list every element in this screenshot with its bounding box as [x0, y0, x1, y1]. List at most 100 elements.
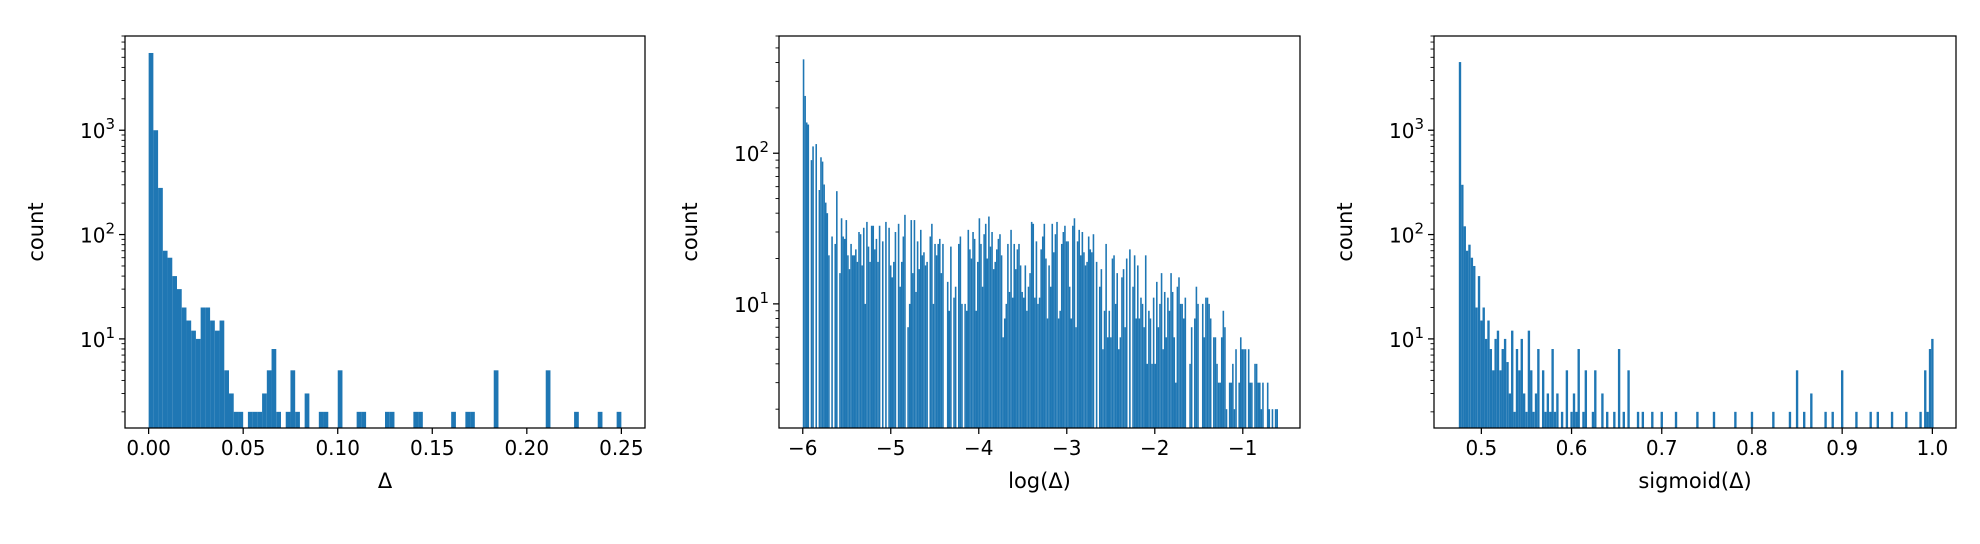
histogram-bar: [262, 393, 267, 428]
histogram-bar: [1222, 310, 1225, 428]
histogram-bar: [1089, 249, 1092, 428]
histogram-bar: [1118, 349, 1120, 428]
histogram-bar: [1119, 337, 1122, 428]
histogram-bar: [1129, 249, 1131, 428]
histogram-bar: [828, 255, 830, 428]
histogram-bar: [904, 214, 906, 428]
histogram-bar: [210, 320, 215, 428]
histogram-bar: [1122, 269, 1125, 428]
histogram-bar: [992, 269, 995, 428]
histogram-bar: [167, 257, 173, 428]
histogram-bar: [1027, 286, 1030, 428]
histogram-bar: [252, 411, 258, 428]
histogram-bar: [1594, 370, 1597, 428]
histogram-bar: [1249, 382, 1252, 428]
histogram-bar: [1113, 255, 1115, 428]
histogram-bar: [1060, 243, 1063, 428]
histogram-bar: [853, 255, 856, 428]
histogram-bar: [929, 236, 932, 428]
histogram-bar: [913, 220, 916, 428]
histogram-bar: [1461, 184, 1464, 428]
histogram-bar: [290, 370, 296, 428]
histogram-bar: [1928, 349, 1932, 428]
bars: [1458, 62, 1934, 428]
histogram-bar: [1125, 258, 1128, 428]
histogram-bar: [842, 236, 844, 428]
histogram-bar: [1084, 265, 1087, 428]
histogram-bar: [1255, 363, 1258, 428]
histogram-bar: [1931, 338, 1934, 428]
histogram-bar: [1162, 349, 1164, 428]
histogram-bar: [1016, 249, 1019, 428]
histogram-bar: [1214, 337, 1217, 428]
histogram-bar: [1029, 273, 1031, 428]
histogram-bar: [1480, 320, 1483, 428]
histogram-bar: [818, 190, 821, 428]
histogram-bar: [162, 250, 168, 428]
histogram-bar: [1660, 411, 1663, 428]
histogram-bar: [451, 411, 456, 428]
histogram-bar: [1076, 241, 1079, 428]
histogram-bar: [881, 241, 884, 428]
y-axis-label: count: [1333, 202, 1357, 261]
histogram-bar: [1010, 229, 1012, 428]
histogram-bar: [1224, 327, 1226, 428]
x-tick-label: −3: [1052, 436, 1081, 460]
histogram-bar: [934, 243, 936, 428]
y-tick-label: 101: [1389, 324, 1424, 352]
histogram-bar: [1217, 382, 1220, 428]
histogram-bar: [356, 411, 362, 428]
histogram-bar: [1056, 221, 1058, 428]
histogram-bar: [1544, 411, 1547, 428]
histogram-bar: [1674, 411, 1678, 428]
histogram-bar: [1024, 265, 1027, 428]
histogram-bar: [1138, 318, 1141, 428]
histogram-bar: [989, 246, 992, 428]
histogram-bar: [932, 303, 935, 428]
histogram-bar: [1035, 241, 1038, 428]
histogram-bar: [919, 229, 922, 428]
histogram-bar: [893, 261, 895, 428]
histogram-bar: [195, 338, 201, 428]
histogram-bar: [1019, 265, 1022, 428]
histogram-bar: [1251, 382, 1253, 428]
y-tick-label: 102: [1389, 220, 1424, 248]
histogram-bar: [1651, 411, 1654, 428]
histogram-bar: [1160, 273, 1163, 428]
histogram-bar: [1102, 349, 1104, 428]
histogram-bar: [948, 310, 951, 428]
histogram-bar: [984, 223, 987, 428]
histogram-bar: [815, 144, 818, 428]
histogram-bar: [975, 310, 978, 428]
histogram-bar: [1157, 327, 1160, 428]
histogram-bar: [266, 370, 272, 428]
histogram-bar: [247, 411, 253, 428]
histogram-bar: [1487, 320, 1490, 428]
histogram-bar: [897, 223, 900, 428]
histogram-bar: [418, 411, 423, 428]
histogram-bar: [935, 255, 938, 428]
histogram-bar: [1641, 411, 1645, 428]
histogram-bar: [1149, 318, 1152, 428]
histogram-bar: [1167, 297, 1169, 428]
histogram-bar: [878, 225, 881, 428]
histogram-bar: [1067, 241, 1069, 428]
histogram-bar: [981, 286, 984, 428]
histogram-bar: [1458, 62, 1462, 428]
histogram-bar: [1518, 370, 1521, 428]
histogram-bar: [1233, 409, 1236, 428]
histogram-bar: [978, 218, 981, 428]
histogram-bar: [851, 255, 854, 428]
histogram-bar: [1905, 411, 1908, 428]
histogram-bar: [910, 220, 913, 428]
histogram-bar: [1525, 411, 1528, 428]
y-tick-label: 101: [734, 289, 769, 317]
histogram-bar: [200, 307, 206, 428]
histogram-bar: [1059, 310, 1061, 428]
histogram-bar: [1171, 291, 1174, 428]
histogram-bar: [1840, 370, 1844, 428]
histogram-bar: [805, 122, 808, 428]
histogram-bar: [1489, 349, 1493, 428]
histogram-bar: [977, 261, 979, 428]
